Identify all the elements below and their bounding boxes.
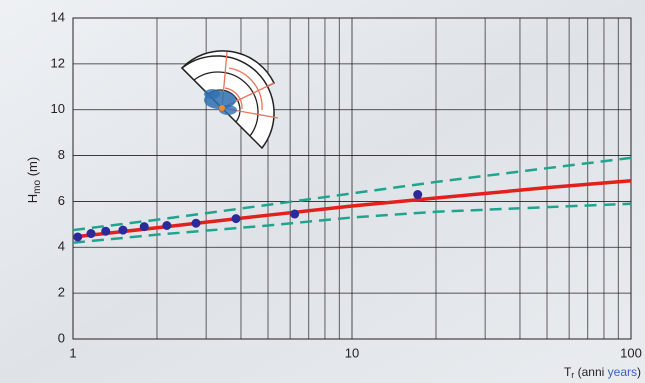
y-label-symbol: H [25,194,40,203]
data-point [73,232,83,242]
data-point [162,221,172,231]
y-tick-label: 6 [58,193,65,208]
data-point [290,209,300,219]
y-label-unit: (m) [25,157,40,180]
y-tick-label: 10 [51,101,65,116]
y-tick-label: 4 [58,239,65,254]
x-tick-label: 1 [69,345,76,360]
data-point [231,214,241,224]
data-point [101,226,111,236]
y-tick-label: 12 [51,55,65,70]
x-label-subscript: r [571,370,574,380]
y-tick-label: 0 [58,330,65,345]
fit-line [72,179,632,239]
grid: 0 2 4 6 8 10 12 14 1 10 100 [51,9,642,360]
data-point [118,225,128,235]
y-label-subscript: mo [32,179,43,193]
x-tick-label: 100 [620,345,642,360]
rose-center [219,105,225,111]
data-point [86,229,96,239]
wave-rose-inset [180,50,279,150]
data-point [139,222,149,232]
x-label-text: (anni [574,365,607,379]
data-point [191,218,201,228]
x-label-english: years [608,365,637,379]
rose-sector-outline [221,51,279,119]
y-tick-label: 2 [58,285,65,300]
y-tick-label: 8 [58,147,65,162]
plot-marks [72,156,632,244]
confidence-band [72,202,632,244]
x-tick-label: 10 [345,345,359,360]
y-axis-label: Hmo (m) [25,157,42,203]
rose-scatter [204,89,220,99]
y-tick-label: 14 [51,9,65,24]
x-axis-label: Tr (anni years) [564,365,641,380]
rose-ring [193,71,259,137]
confidence-band [72,156,632,232]
data-point [413,190,423,200]
x-label-close: ) [637,365,641,379]
x-label-symbol: T [564,365,572,379]
